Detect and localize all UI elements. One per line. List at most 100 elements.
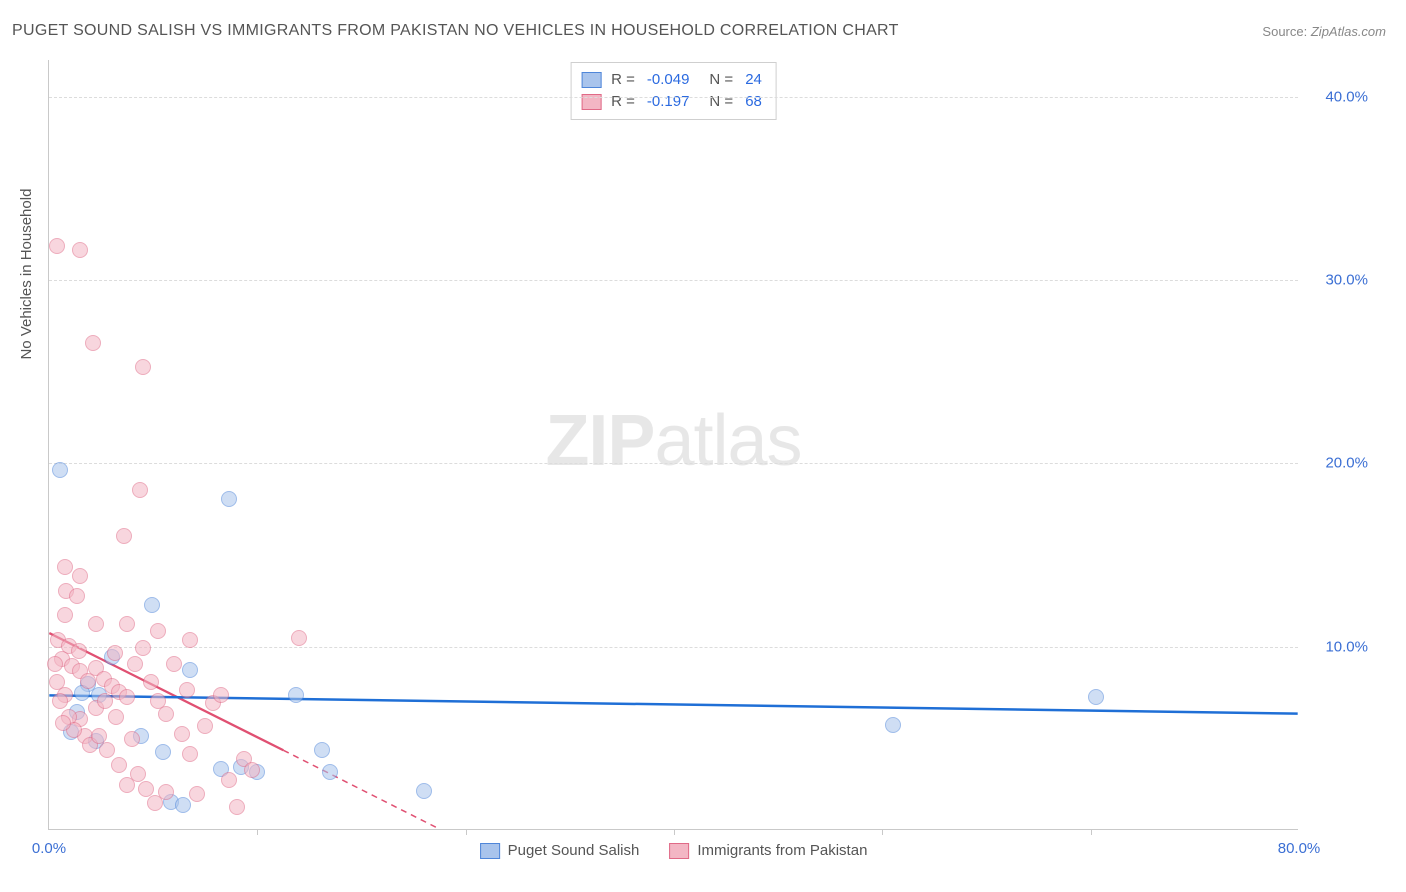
- data-point: [52, 462, 68, 478]
- data-point: [291, 630, 307, 646]
- n-label: N =: [709, 91, 733, 113]
- data-point: [175, 797, 191, 813]
- data-point: [47, 656, 63, 672]
- data-point: [57, 607, 73, 623]
- data-point: [52, 693, 68, 709]
- data-point: [314, 742, 330, 758]
- x-tick-label: 0.0%: [32, 840, 66, 857]
- x-minor-tick: [674, 829, 675, 835]
- data-point: [72, 242, 88, 258]
- data-point: [416, 783, 432, 799]
- data-point: [221, 772, 237, 788]
- data-point: [72, 568, 88, 584]
- data-point: [144, 597, 160, 613]
- data-point: [99, 742, 115, 758]
- n-label: N =: [709, 69, 733, 91]
- x-minor-tick: [882, 829, 883, 835]
- data-point: [116, 528, 132, 544]
- r-label: R =: [611, 69, 635, 91]
- data-point: [57, 559, 73, 575]
- data-point: [179, 682, 195, 698]
- gridline: [49, 280, 1298, 281]
- data-point: [85, 335, 101, 351]
- data-point: [130, 766, 146, 782]
- series-legend: Puget Sound Salish Immigrants from Pakis…: [480, 842, 868, 859]
- legend-item-2: Immigrants from Pakistan: [669, 842, 867, 859]
- swatch-series-2: [669, 843, 689, 859]
- y-axis-label: No Vehicles in Household: [18, 189, 35, 360]
- data-point: [288, 687, 304, 703]
- source-label: Source:: [1262, 24, 1307, 39]
- data-point: [244, 762, 260, 778]
- data-point: [174, 726, 190, 742]
- data-point: [213, 687, 229, 703]
- watermark: ZIPatlas: [545, 399, 801, 481]
- data-point: [124, 731, 140, 747]
- data-point: [127, 656, 143, 672]
- data-point: [143, 674, 159, 690]
- chart-title: PUGET SOUND SALISH VS IMMIGRANTS FROM PA…: [12, 22, 899, 40]
- data-point: [71, 643, 87, 659]
- data-point: [119, 616, 135, 632]
- data-point: [132, 482, 148, 498]
- data-point: [69, 588, 85, 604]
- source-attribution: Source: ZipAtlas.com: [1262, 24, 1386, 39]
- data-point: [55, 715, 71, 731]
- y-tick-label: 10.0%: [1325, 638, 1368, 655]
- data-point: [135, 640, 151, 656]
- data-point: [1088, 689, 1104, 705]
- data-point: [182, 632, 198, 648]
- swatch-series-1: [581, 72, 601, 88]
- gridline: [49, 463, 1298, 464]
- legend-label-1: Puget Sound Salish: [508, 842, 640, 859]
- data-point: [322, 764, 338, 780]
- x-minor-tick: [466, 829, 467, 835]
- data-point: [182, 662, 198, 678]
- data-point: [182, 746, 198, 762]
- data-point: [885, 717, 901, 733]
- data-point: [158, 784, 174, 800]
- legend-label-2: Immigrants from Pakistan: [697, 842, 867, 859]
- source-value: ZipAtlas.com: [1311, 24, 1386, 39]
- data-point: [49, 674, 65, 690]
- legend-item-1: Puget Sound Salish: [480, 842, 640, 859]
- data-point: [189, 786, 205, 802]
- data-point: [88, 616, 104, 632]
- data-point: [97, 693, 113, 709]
- y-tick-label: 20.0%: [1325, 455, 1368, 472]
- y-tick-label: 30.0%: [1325, 272, 1368, 289]
- gridline: [49, 97, 1298, 98]
- data-point: [138, 781, 154, 797]
- legend-row-series-1: R = -0.049 N = 24: [581, 69, 762, 91]
- data-point: [158, 706, 174, 722]
- r-value-2: -0.197: [647, 91, 690, 113]
- data-point: [108, 709, 124, 725]
- n-value-2: 68: [745, 91, 762, 113]
- data-point: [155, 744, 171, 760]
- data-point: [221, 491, 237, 507]
- n-value-1: 24: [745, 69, 762, 91]
- correlation-chart: PUGET SOUND SALISH VS IMMIGRANTS FROM PA…: [0, 0, 1406, 892]
- watermark-light: atlas: [654, 400, 801, 480]
- data-point: [229, 799, 245, 815]
- y-tick-label: 40.0%: [1325, 88, 1368, 105]
- swatch-series-1: [480, 843, 500, 859]
- r-label: R =: [611, 91, 635, 113]
- watermark-bold: ZIP: [545, 400, 654, 480]
- x-tick-label: 80.0%: [1278, 840, 1321, 857]
- x-minor-tick: [1091, 829, 1092, 835]
- x-minor-tick: [257, 829, 258, 835]
- gridline: [49, 647, 1298, 648]
- data-point: [107, 645, 123, 661]
- data-point: [111, 757, 127, 773]
- r-value-1: -0.049: [647, 69, 690, 91]
- legend-row-series-2: R = -0.197 N = 68: [581, 91, 762, 113]
- data-point: [166, 656, 182, 672]
- trendlines-svg: [49, 60, 1298, 829]
- data-point: [150, 623, 166, 639]
- data-point: [197, 718, 213, 734]
- data-point: [49, 238, 65, 254]
- data-point: [119, 689, 135, 705]
- plot-area: ZIPatlas R = -0.049 N = 24 R = -0.197 N …: [48, 60, 1298, 830]
- data-point: [135, 359, 151, 375]
